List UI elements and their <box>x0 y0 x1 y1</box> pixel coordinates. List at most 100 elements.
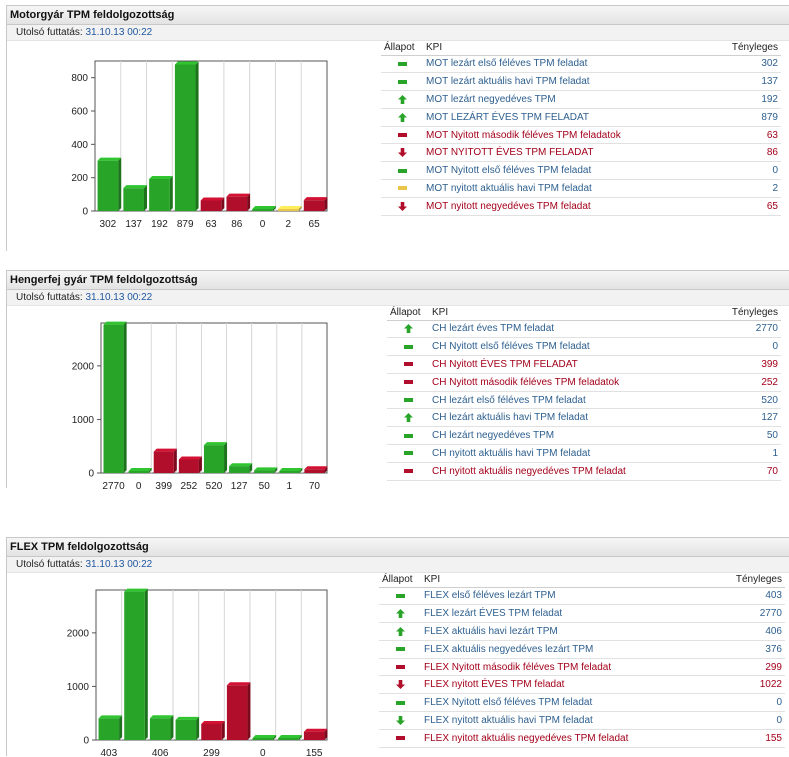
y-tick-label: 200 <box>71 173 88 184</box>
table-row: MOT Nyitott első féléves TPM feladat 0 <box>381 161 781 181</box>
y-tick-label: 1000 <box>67 682 90 693</box>
bar[interactable] <box>252 735 277 740</box>
kpi-link[interactable]: CH lezárt első féléves TPM feladat <box>429 391 709 410</box>
kpi-link[interactable]: CH lezárt éves TPM feladat <box>429 320 709 339</box>
bar[interactable] <box>254 467 278 473</box>
kpi-link[interactable]: CH Nyitott második féléves TPM feladatok <box>429 373 709 392</box>
bar[interactable] <box>123 185 147 211</box>
bar[interactable] <box>153 448 177 473</box>
bar[interactable] <box>149 176 173 211</box>
kpi-link[interactable]: FLEX Nyitott második féléves TPM feladat <box>421 658 713 677</box>
bar[interactable] <box>226 193 251 211</box>
panel-title: Motorgyár TPM feldolgozottság <box>7 5 789 25</box>
bar[interactable] <box>252 206 276 211</box>
bar[interactable] <box>304 466 328 473</box>
bar[interactable] <box>103 321 127 473</box>
bar[interactable] <box>200 197 225 212</box>
kpi-link[interactable]: FLEX nyitott aktuális havi TPM feladat <box>421 711 713 730</box>
x-tick-label: 406 <box>152 748 169 757</box>
bar-top <box>278 206 302 209</box>
kpi-link[interactable]: MOT nyitott negyedéves TPM feladat <box>423 197 708 216</box>
bar[interactable] <box>128 468 152 473</box>
bar[interactable] <box>303 728 328 740</box>
bar-top <box>103 321 127 325</box>
x-tick-label: 0 <box>260 219 266 230</box>
bar-front <box>226 685 248 740</box>
bar[interactable] <box>97 157 122 211</box>
y-tick-label: 600 <box>71 107 88 118</box>
kpi-link[interactable]: FLEX aktuális havi lezárt TPM <box>421 622 713 641</box>
actual-value: 127 <box>708 408 781 428</box>
bar[interactable] <box>201 720 225 740</box>
bar[interactable] <box>149 715 174 740</box>
bar[interactable] <box>303 197 328 211</box>
kpi-link[interactable]: MOT NYITOTT ÉVES TPM FELADAT <box>423 143 708 163</box>
kpi-link[interactable]: FLEX nyitott aktuális negyedéves TPM fel… <box>421 729 713 748</box>
kpi-link[interactable]: MOT Nyitott második féléves TPM feladato… <box>423 126 708 145</box>
bar[interactable] <box>175 716 200 740</box>
bar[interactable] <box>178 456 202 474</box>
bar[interactable] <box>174 61 199 212</box>
kpi-link[interactable]: FLEX lezárt ÉVES TPM feladat <box>421 604 713 624</box>
bar-front <box>123 188 144 211</box>
kpi-link[interactable]: FLEX első féléves lezárt TPM <box>421 587 713 606</box>
last-run-value: 31.10.13 00:22 <box>85 559 153 570</box>
table-row: FLEX nyitott aktuális negyedéves TPM fel… <box>379 729 785 748</box>
actual-value: 137 <box>707 72 781 92</box>
bar-side <box>324 728 328 740</box>
x-tick-label: 155 <box>306 748 323 757</box>
bar-top <box>175 716 200 720</box>
kpi-link[interactable]: MOT lezárt aktuális havi TPM feladat <box>423 72 708 92</box>
kpi-link[interactable]: CH nyitott aktuális negyedéves TPM felad… <box>429 462 709 481</box>
actual-value: 252 <box>708 373 781 392</box>
bar[interactable] <box>124 588 148 740</box>
bar[interactable] <box>98 715 123 740</box>
status-cell <box>381 143 423 163</box>
bar[interactable] <box>278 206 302 211</box>
kpi-link[interactable]: FLEX Nyitott első féléves TPM feladat <box>421 693 713 713</box>
status-cell <box>387 408 429 428</box>
bar[interactable] <box>229 463 253 473</box>
kpi-link[interactable]: FLEX aktuális negyedéves lezárt TPM <box>421 640 713 659</box>
kpi-link[interactable]: FLEX nyitott ÉVES TPM feladat <box>421 675 713 695</box>
y-tick-label: 1000 <box>72 415 95 426</box>
last-run-value: 31.10.13 00:22 <box>85 27 153 38</box>
table-row: CH Nyitott második féléves TPM feladatok… <box>387 373 781 392</box>
panel-motorgyar: Motorgyár TPM feldolgozottság Utolsó fut… <box>6 5 789 251</box>
kpi-link[interactable]: MOT lezárt negyedéves TPM <box>423 90 708 109</box>
status-cell <box>379 658 421 677</box>
kpi-link[interactable]: CH nyitott aktuális havi TPM feladat <box>429 444 709 463</box>
table-row: CH Nyitott ÉVES TPM FELADAT 399 <box>387 355 781 374</box>
x-tick-label: 2770 <box>102 481 125 490</box>
bar-top <box>128 468 152 471</box>
actual-value: 86 <box>707 143 781 163</box>
kpi-link[interactable]: MOT LEZÁRT ÉVES TPM FELADAT <box>423 108 708 127</box>
kpi-link[interactable]: MOT lezárt első féléves TPM feladat <box>423 55 708 74</box>
bar-front <box>178 459 199 473</box>
last-run-label: Utolsó futtatás: <box>16 559 83 570</box>
kpi-link[interactable]: CH Nyitott ÉVES TPM FELADAT <box>429 355 709 374</box>
kpi-link[interactable]: MOT nyitott aktuális havi TPM feladat <box>423 179 708 198</box>
table-row: CH lezárt negyedéves TPM 50 <box>387 426 781 446</box>
kpi-link[interactable]: CH lezárt aktuális havi TPM feladat <box>429 408 709 428</box>
x-tick-label: 50 <box>259 481 271 490</box>
table-row: MOT lezárt negyedéves TPM 192 <box>381 90 781 109</box>
y-tick-label: 0 <box>83 736 89 747</box>
bar[interactable] <box>279 468 303 473</box>
bar[interactable] <box>203 442 228 473</box>
col-kpi: KPI <box>421 572 713 588</box>
col-status: Állapot <box>379 572 421 588</box>
kpi-link[interactable]: CH lezárt negyedéves TPM <box>429 426 709 446</box>
bar[interactable] <box>278 735 302 740</box>
status-cell <box>379 604 421 624</box>
kpi-link[interactable]: CH Nyitott első féléves TPM feladat <box>429 337 709 357</box>
bar-front <box>252 209 273 211</box>
x-tick-label: 0 <box>136 481 142 490</box>
bar[interactable] <box>226 682 251 740</box>
dash-icon <box>397 79 407 84</box>
kpi-link[interactable]: MOT Nyitott első féléves TPM feladat <box>423 161 708 181</box>
dash-icon <box>403 469 413 474</box>
table-row: CH lezárt aktuális havi TPM feladat 127 <box>387 408 781 428</box>
table-row: MOT lezárt első féléves TPM feladat 302 <box>381 55 781 74</box>
actual-value: 299 <box>712 658 785 677</box>
